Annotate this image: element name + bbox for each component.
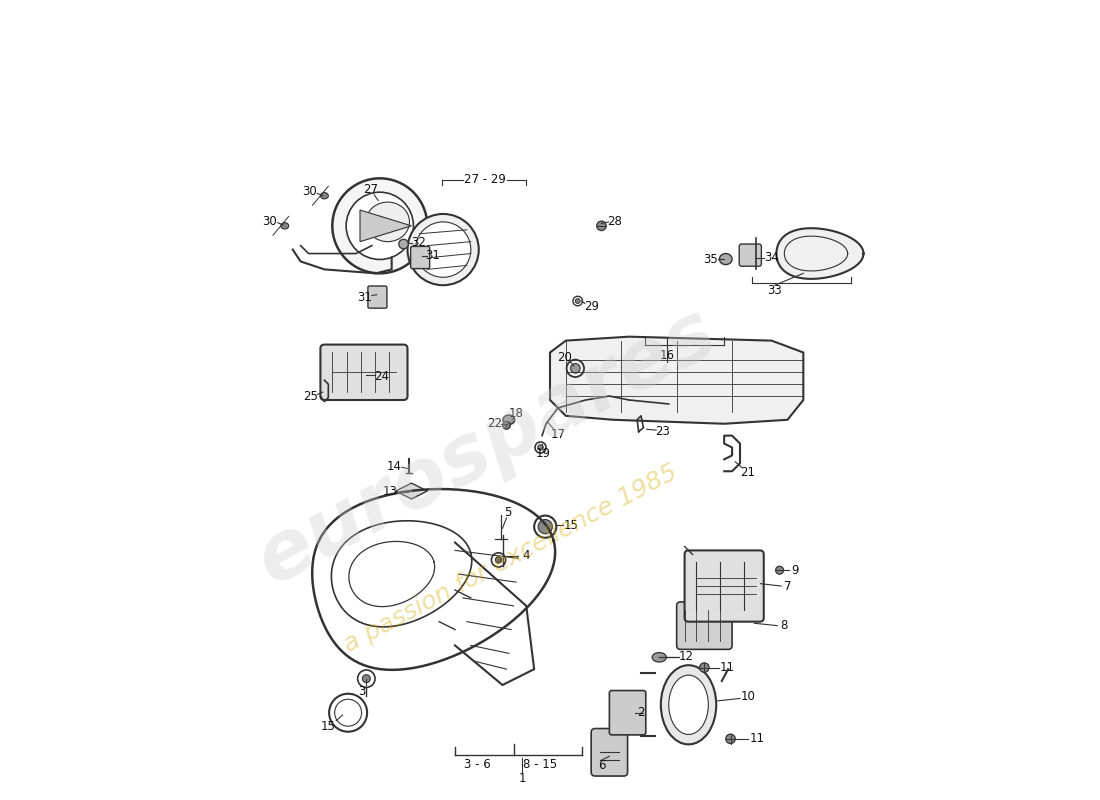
Text: 23: 23 (654, 425, 670, 438)
Text: 10: 10 (740, 690, 756, 702)
Text: 11: 11 (719, 661, 735, 674)
Text: 20: 20 (557, 350, 572, 364)
Text: 22: 22 (487, 418, 502, 430)
Text: 34: 34 (764, 251, 779, 264)
Text: 32: 32 (411, 236, 426, 249)
Text: 1: 1 (518, 772, 526, 785)
Text: 33: 33 (768, 284, 782, 298)
FancyBboxPatch shape (591, 729, 628, 776)
Ellipse shape (495, 557, 502, 563)
Text: 8 - 15: 8 - 15 (524, 758, 558, 770)
Text: 14: 14 (386, 460, 402, 473)
Ellipse shape (280, 222, 289, 229)
Text: a passion for excellence 1985: a passion for excellence 1985 (340, 460, 681, 657)
Text: 9: 9 (792, 564, 800, 577)
Text: 3: 3 (358, 685, 365, 698)
Ellipse shape (366, 202, 409, 242)
FancyBboxPatch shape (739, 244, 761, 266)
Text: 6: 6 (597, 759, 605, 772)
Ellipse shape (346, 192, 414, 259)
Ellipse shape (652, 653, 667, 662)
Ellipse shape (538, 519, 552, 534)
Text: 17: 17 (550, 427, 565, 441)
Polygon shape (396, 483, 427, 499)
Polygon shape (777, 228, 864, 279)
Ellipse shape (538, 445, 543, 450)
Text: 13: 13 (383, 486, 397, 498)
Text: 35: 35 (703, 253, 718, 266)
Text: 3 - 6: 3 - 6 (464, 758, 491, 770)
Text: 7: 7 (784, 579, 791, 593)
Text: 24: 24 (374, 370, 389, 382)
Text: eurospares: eurospares (243, 294, 729, 602)
Ellipse shape (332, 178, 427, 274)
Ellipse shape (416, 222, 471, 278)
Text: 27 - 29: 27 - 29 (464, 174, 506, 186)
Ellipse shape (362, 674, 371, 682)
Ellipse shape (719, 254, 733, 265)
FancyBboxPatch shape (676, 602, 733, 650)
FancyBboxPatch shape (367, 286, 387, 308)
Ellipse shape (399, 239, 408, 249)
Text: 18: 18 (508, 407, 524, 420)
Text: 28: 28 (607, 214, 623, 227)
Ellipse shape (596, 221, 606, 230)
Text: 21: 21 (740, 466, 756, 479)
Ellipse shape (700, 663, 710, 672)
FancyBboxPatch shape (320, 345, 407, 400)
Ellipse shape (669, 675, 708, 734)
Text: 31: 31 (426, 250, 440, 262)
Polygon shape (550, 337, 803, 424)
Text: 30: 30 (263, 214, 277, 227)
Ellipse shape (571, 363, 580, 373)
Text: 19: 19 (536, 447, 551, 460)
Ellipse shape (503, 415, 515, 425)
Ellipse shape (407, 214, 478, 286)
Text: 4: 4 (522, 550, 530, 562)
Ellipse shape (575, 298, 580, 303)
Polygon shape (360, 210, 411, 242)
FancyBboxPatch shape (410, 246, 430, 269)
Text: 11: 11 (750, 732, 764, 746)
Text: 16: 16 (660, 349, 674, 362)
Text: 31: 31 (358, 290, 372, 303)
FancyBboxPatch shape (684, 550, 763, 622)
Ellipse shape (661, 666, 716, 744)
Text: 29: 29 (584, 300, 598, 313)
Text: 12: 12 (679, 650, 694, 663)
Text: 8: 8 (780, 619, 788, 632)
Ellipse shape (726, 734, 735, 743)
Text: 27: 27 (363, 183, 377, 196)
Ellipse shape (776, 566, 783, 574)
FancyBboxPatch shape (609, 690, 646, 735)
Text: 5: 5 (505, 506, 512, 519)
Text: 15: 15 (564, 518, 579, 531)
Text: 25: 25 (304, 390, 318, 402)
Text: 2: 2 (637, 706, 645, 719)
Text: 30: 30 (302, 186, 317, 198)
Ellipse shape (503, 422, 510, 430)
Ellipse shape (320, 193, 328, 199)
Text: 15: 15 (321, 720, 336, 733)
